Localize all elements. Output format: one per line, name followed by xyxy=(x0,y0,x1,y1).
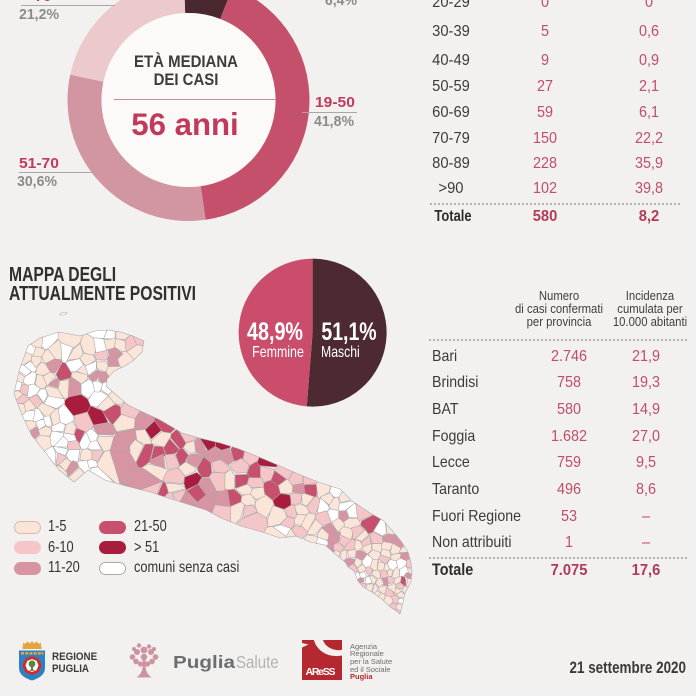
svg-text:AReSS: AReSS xyxy=(306,666,336,678)
